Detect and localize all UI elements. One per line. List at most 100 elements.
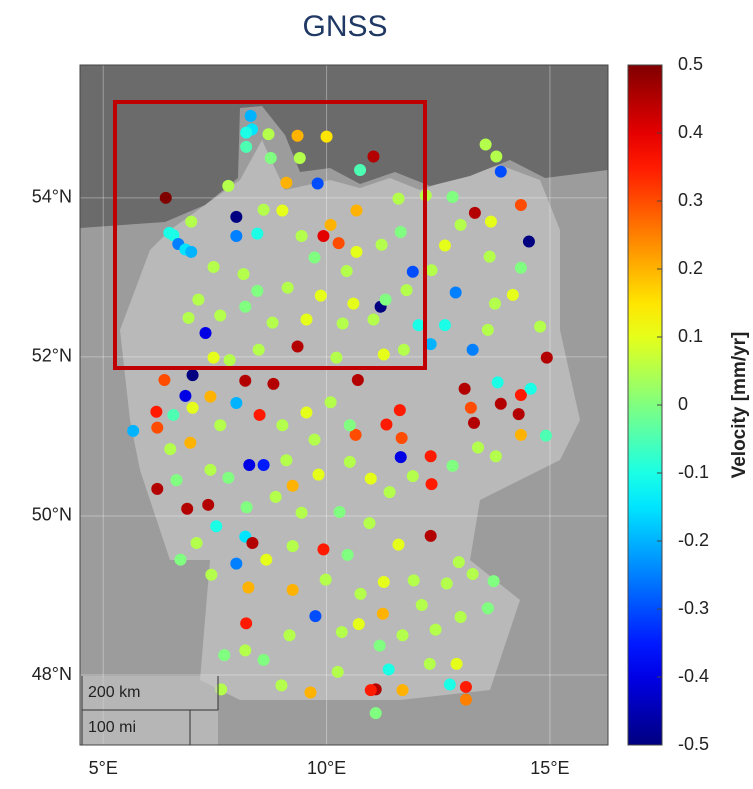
station-point xyxy=(315,290,327,302)
station-point xyxy=(455,219,467,231)
station-point xyxy=(490,450,502,462)
station-point xyxy=(258,204,270,216)
station-point xyxy=(243,459,255,471)
station-point xyxy=(317,543,329,555)
station-point xyxy=(467,344,479,356)
station-point xyxy=(424,658,436,670)
station-point xyxy=(191,537,203,549)
map-figure: GNSS 200 km 100 mi 0.50.40.30.20.10-0.1-… xyxy=(0,0,753,789)
station-point xyxy=(485,216,497,228)
colorbar-tick-label: 0.4 xyxy=(678,122,703,142)
station-point xyxy=(187,402,199,414)
station-point xyxy=(425,450,437,462)
station-point xyxy=(460,681,472,693)
station-point xyxy=(276,205,288,217)
station-point xyxy=(267,378,279,390)
colorbar-tick-label: -0.1 xyxy=(678,462,709,482)
station-point xyxy=(192,294,204,306)
station-point xyxy=(230,230,242,242)
station-point xyxy=(330,352,342,364)
station-point xyxy=(374,640,386,652)
station-point xyxy=(465,402,477,414)
colorbar-tick-label: -0.5 xyxy=(678,734,709,754)
station-point xyxy=(246,537,258,549)
station-point xyxy=(515,199,527,211)
station-point xyxy=(523,236,535,248)
station-point xyxy=(540,430,552,442)
station-point xyxy=(230,397,242,409)
station-point xyxy=(377,608,389,620)
station-point xyxy=(150,406,162,418)
station-point xyxy=(383,663,395,675)
y-tick-label: 48°N xyxy=(32,664,72,684)
station-point xyxy=(365,473,377,485)
station-point xyxy=(490,150,502,162)
station-point xyxy=(230,558,242,570)
station-point xyxy=(284,629,296,641)
station-point xyxy=(214,310,226,322)
station-point xyxy=(398,344,410,356)
station-point xyxy=(488,575,500,587)
station-point xyxy=(184,437,196,449)
station-point xyxy=(237,268,249,280)
station-point xyxy=(294,152,306,164)
station-point xyxy=(270,491,282,503)
station-point xyxy=(534,321,546,333)
station-point xyxy=(158,374,170,386)
station-point xyxy=(242,582,254,594)
station-point xyxy=(407,470,419,482)
station-point xyxy=(439,319,451,331)
colorbar-tick-label: 0.1 xyxy=(678,326,703,346)
station-point xyxy=(515,262,527,274)
station-point xyxy=(276,419,288,431)
station-point xyxy=(367,314,379,326)
station-point xyxy=(240,127,252,139)
station-point xyxy=(240,141,252,153)
station-point xyxy=(230,211,242,223)
station-point xyxy=(469,207,481,219)
station-point xyxy=(317,230,329,242)
basemap xyxy=(80,65,608,745)
station-point xyxy=(325,219,337,231)
colorbar-tick-label: 0.2 xyxy=(678,258,703,278)
station-point xyxy=(183,312,195,324)
colorbar-tick-label: -0.3 xyxy=(678,598,709,618)
station-point xyxy=(304,687,316,699)
station-point xyxy=(513,408,525,420)
station-point xyxy=(292,130,304,142)
station-point xyxy=(397,684,409,696)
station-point xyxy=(224,354,236,366)
station-point xyxy=(430,624,442,636)
station-point xyxy=(267,317,279,329)
y-tick-label: 50°N xyxy=(32,505,72,525)
station-point xyxy=(334,506,346,518)
station-point xyxy=(401,284,413,296)
station-point xyxy=(392,193,404,205)
colorbar-tick-label: 0 xyxy=(678,394,688,414)
station-point xyxy=(376,239,388,251)
station-point xyxy=(320,574,332,586)
station-point xyxy=(495,166,507,178)
station-point xyxy=(336,626,348,638)
station-point xyxy=(210,520,222,532)
station-point xyxy=(354,164,366,176)
station-point xyxy=(240,617,252,629)
station-point xyxy=(426,478,438,490)
station-point xyxy=(495,398,507,410)
station-point xyxy=(263,128,275,140)
station-point xyxy=(455,611,467,623)
station-point xyxy=(416,599,428,611)
station-point xyxy=(460,694,472,706)
station-point xyxy=(300,314,312,326)
station-point xyxy=(313,469,325,481)
station-point xyxy=(265,152,277,164)
station-point xyxy=(413,319,425,331)
station-point xyxy=(425,530,437,542)
station-point xyxy=(352,374,364,386)
station-point xyxy=(407,266,419,278)
station-point xyxy=(167,409,179,421)
station-point xyxy=(467,568,479,580)
station-point xyxy=(127,425,139,437)
station-point xyxy=(447,191,459,203)
colorbar-label: Velocity [mm/yr] xyxy=(729,332,750,479)
